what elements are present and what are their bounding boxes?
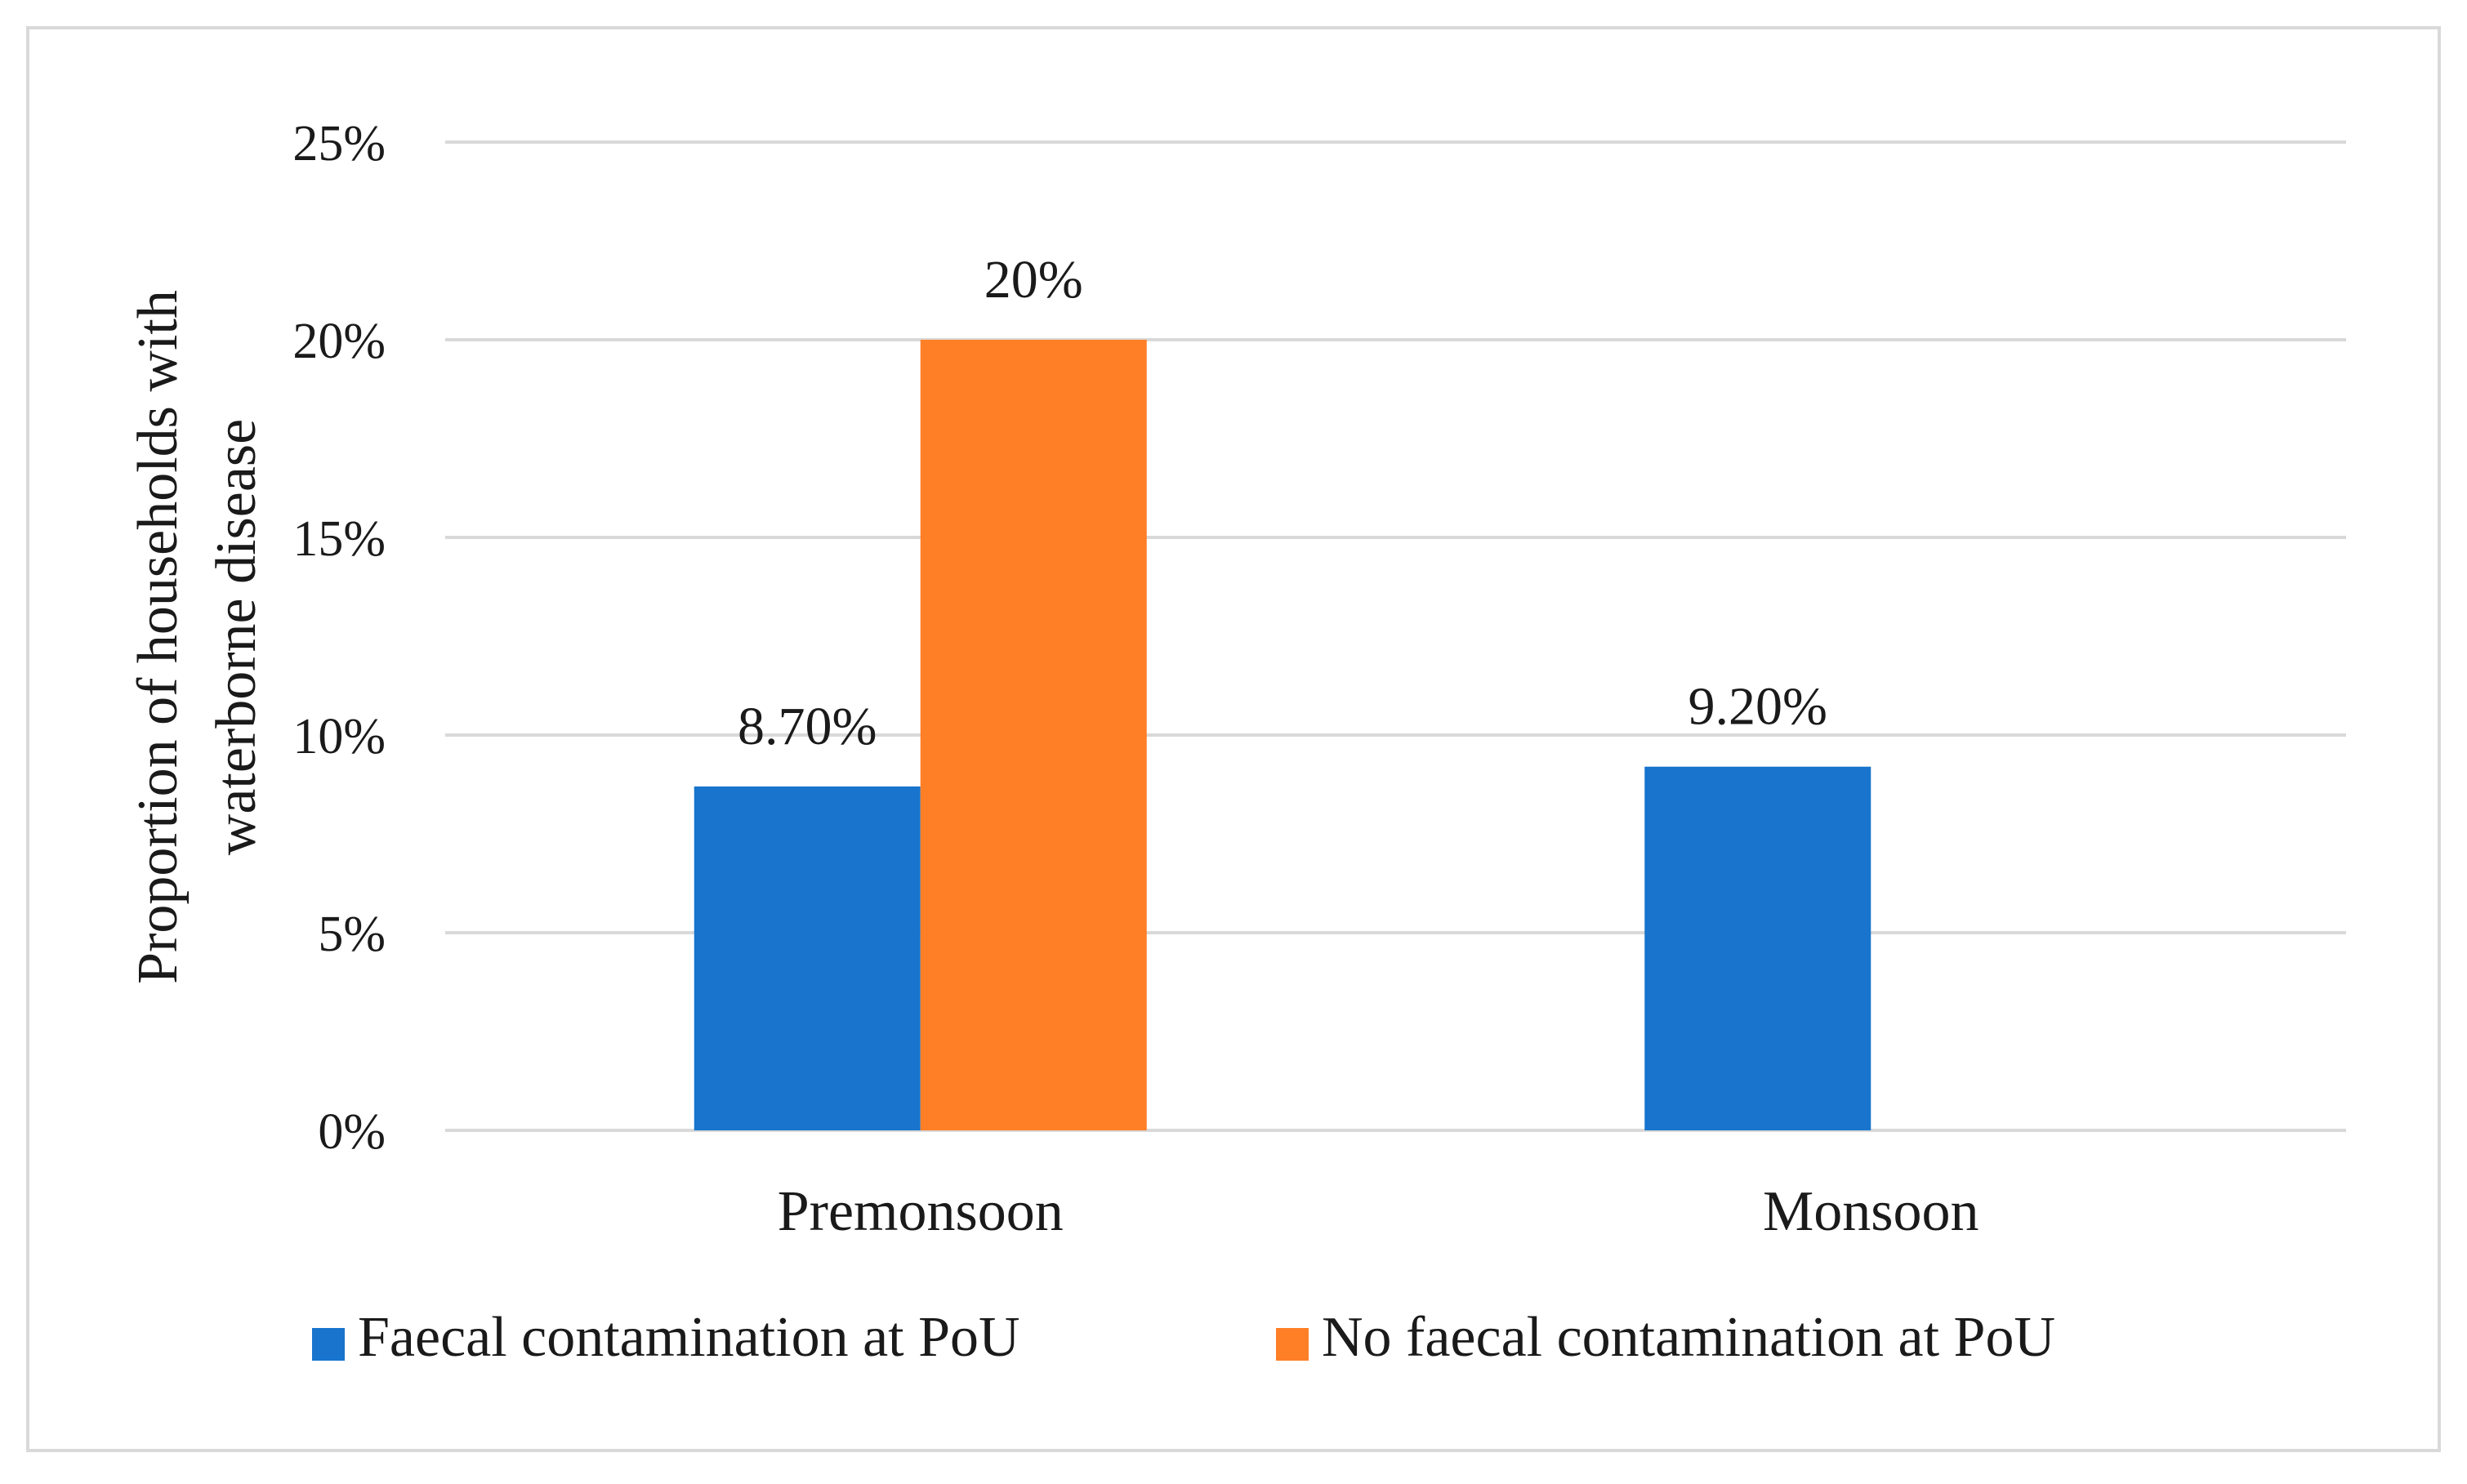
y-tick-label-0: 0% (318, 1104, 386, 1160)
y-axis-title: Proportion of households with waterborne … (127, 290, 268, 984)
y-tick-label-20: 20% (292, 314, 386, 369)
bar-premonsoon-series-1 (694, 786, 921, 1130)
category-label-premonsoon: Premonsoon (778, 1180, 1064, 1243)
bars (694, 340, 1871, 1130)
legend-swatch-1 (312, 1328, 345, 1361)
data-label-monsoon-series-1: 9.20% (1689, 677, 1827, 737)
bar-premonsoon-series-2 (920, 340, 1147, 1130)
data-label-premonsoon-series-1: 8.70% (738, 697, 877, 756)
bar-monsoon-series-1 (1644, 766, 1871, 1130)
chart-border (26, 26, 2441, 1452)
y-axis-title-line-1: Proportion of households with (127, 290, 190, 984)
category-label-monsoon: Monsoon (1763, 1180, 1979, 1243)
data-labels: 8.70% 20% 9.20% (738, 250, 1827, 756)
legend-label-2: No faecal contamination at PoU (1322, 1306, 2055, 1369)
data-label-premonsoon-series-2: 20% (984, 250, 1083, 310)
y-axis-title-line-2: waterborne disease (205, 419, 268, 855)
x-axis-categories: Premonsoon Monsoon (778, 1180, 1979, 1243)
y-tick-label-10: 10% (292, 709, 386, 764)
y-tick-label-5: 5% (318, 907, 386, 962)
legend-label-1: Faecal contamination at PoU (358, 1306, 1020, 1369)
y-axis-title-group: Proportion of households with waterborne … (127, 290, 268, 984)
y-tick-label-25: 25% (292, 116, 386, 172)
legend-swatch-2 (1276, 1328, 1309, 1361)
legend: Faecal contamination at PoU No faecal con… (312, 1306, 2055, 1369)
y-axis-ticks: 0% 5% 10% 15% 20% 25% (292, 116, 386, 1160)
y-tick-label-15: 15% (292, 511, 386, 567)
